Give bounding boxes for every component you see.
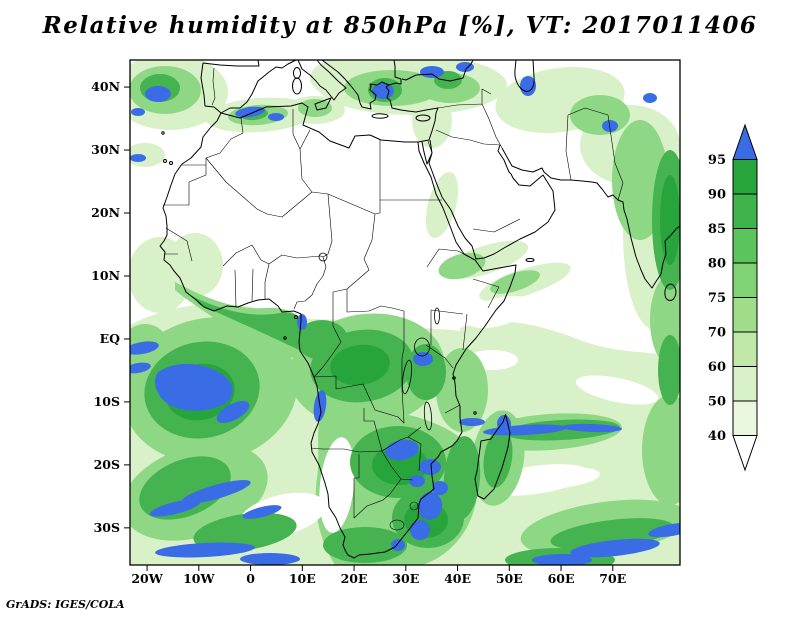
colorbar-label: 85	[708, 222, 726, 237]
colorbar-label: 70	[708, 326, 726, 341]
lat-tick-label: 40N	[91, 79, 120, 94]
map-frame	[129, 59, 681, 566]
swaziland-border	[409, 501, 419, 511]
colorbar-label: 80	[708, 257, 726, 272]
cyprus	[415, 114, 431, 122]
bioko	[294, 315, 298, 319]
map-area: 40N 30N 20N 10N EQ 10S 20S 30S 20W 10W 0 10E 20E 30E 4…	[91, 59, 681, 586]
grads-attribution: GrADS: IGES/COLA	[6, 598, 125, 611]
lon-tick-label: 20W	[131, 571, 163, 586]
lake-chad	[318, 252, 328, 262]
colorbar-segment	[732, 331, 758, 367]
madagascar-coastline	[474, 414, 511, 500]
plot-title: Relative humidity at 850hPa [%], VT: 201…	[42, 12, 758, 39]
italy-coast	[297, 60, 347, 101]
colorbar-label: 90	[708, 188, 726, 203]
canary-island	[169, 161, 173, 165]
colorbar-label: 50	[708, 395, 726, 410]
lesotho-border	[389, 519, 405, 531]
lon-tick-label: 50E	[496, 571, 523, 586]
coastlines	[159, 60, 680, 559]
socotra	[525, 258, 535, 262]
sri-lanka	[664, 283, 677, 301]
colorbar-segment	[732, 366, 758, 402]
lake-turkana	[434, 307, 440, 325]
caspian-sea	[514, 60, 535, 92]
levant-turkey-coast	[385, 60, 439, 143]
balkans-greece-coast	[321, 60, 390, 110]
lake-tanganyika	[401, 359, 413, 395]
sicily	[314, 97, 332, 111]
colorbar-segment	[732, 159, 758, 195]
colorbar-segment	[732, 297, 758, 333]
colorbar-label: 40	[708, 429, 726, 444]
lat-tick-label: 20S	[94, 457, 120, 472]
lat-tick-label: 30S	[94, 520, 120, 535]
iberia-north-coast	[202, 60, 260, 67]
iran-india-coast	[501, 147, 680, 289]
black-sea-coast	[401, 60, 474, 82]
colorbar-segment	[732, 262, 758, 298]
lon-tick-label: 30E	[392, 571, 419, 586]
lon-tick-label: 70E	[599, 571, 626, 586]
colorbar: 95 90 85 80 75 70 60 50 40	[708, 123, 758, 472]
axis-layer: 40N 30N 20N 10N EQ 10S 20S 30S 20W 10W 0 10E 20E 30E 4…	[91, 79, 626, 586]
colorbar-segment	[732, 193, 758, 229]
lat-tick-label: 10S	[94, 394, 120, 409]
colorbar-label: 75	[708, 291, 726, 306]
colorbar-segment	[732, 228, 758, 264]
lake-victoria	[414, 337, 430, 357]
colorbar-label: 60	[708, 360, 726, 375]
lon-tick-label: 10E	[289, 571, 316, 586]
lat-tick-label: 30N	[91, 142, 120, 157]
lon-tick-label: 10W	[183, 571, 215, 586]
country-borders	[163, 67, 624, 531]
lat-tick-label: 10N	[91, 268, 120, 283]
colorbar-label: 95	[708, 153, 726, 168]
sao-tome	[283, 336, 287, 340]
colorbar-segment	[732, 123, 758, 160]
lake-malawi	[423, 401, 433, 431]
lon-tick-label: 40E	[444, 571, 471, 586]
colorbar-segment	[732, 400, 758, 436]
africa-coastline	[159, 102, 517, 559]
crete	[371, 113, 389, 119]
comoros	[473, 411, 477, 415]
humidity-shading-saturated	[130, 62, 680, 565]
madeira	[161, 131, 165, 135]
lat-tick-label: 20N	[91, 205, 120, 220]
zanzibar	[452, 376, 456, 380]
iberia-coast	[200, 60, 297, 114]
arabia-coast	[428, 144, 556, 260]
canary-island	[163, 159, 167, 163]
corsica	[293, 67, 301, 79]
lat-tick-label: EQ	[100, 331, 121, 346]
lon-tick-label: 20E	[341, 571, 368, 586]
lakes	[318, 252, 440, 431]
sinai-coast	[421, 139, 433, 165]
colorbar-segment	[732, 435, 758, 472]
lon-tick-label: 0	[246, 571, 255, 586]
lon-tick-label: 60E	[548, 571, 575, 586]
